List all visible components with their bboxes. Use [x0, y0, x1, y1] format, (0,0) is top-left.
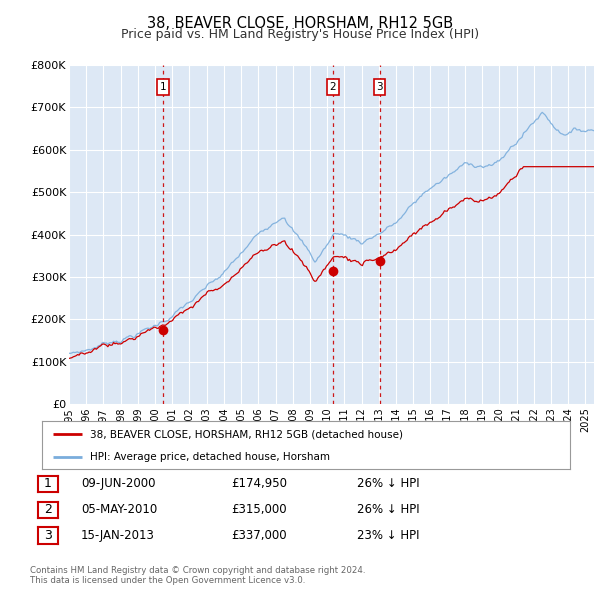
Text: 2: 2 [44, 503, 52, 516]
Text: £315,000: £315,000 [231, 503, 287, 516]
Text: 1: 1 [160, 82, 166, 92]
Text: 3: 3 [44, 529, 52, 542]
Text: 2: 2 [330, 82, 337, 92]
Text: Price paid vs. HM Land Registry's House Price Index (HPI): Price paid vs. HM Land Registry's House … [121, 28, 479, 41]
Text: 26% ↓ HPI: 26% ↓ HPI [357, 503, 419, 516]
Text: 09-JUN-2000: 09-JUN-2000 [81, 477, 155, 490]
Text: 23% ↓ HPI: 23% ↓ HPI [357, 529, 419, 542]
Text: £174,950: £174,950 [231, 477, 287, 490]
Text: 26% ↓ HPI: 26% ↓ HPI [357, 477, 419, 490]
Text: 38, BEAVER CLOSE, HORSHAM, RH12 5GB: 38, BEAVER CLOSE, HORSHAM, RH12 5GB [147, 16, 453, 31]
Text: Contains HM Land Registry data © Crown copyright and database right 2024.
This d: Contains HM Land Registry data © Crown c… [30, 566, 365, 585]
Text: £337,000: £337,000 [231, 529, 287, 542]
Text: 38, BEAVER CLOSE, HORSHAM, RH12 5GB (detached house): 38, BEAVER CLOSE, HORSHAM, RH12 5GB (det… [89, 429, 403, 439]
Text: 3: 3 [376, 82, 383, 92]
Text: 05-MAY-2010: 05-MAY-2010 [81, 503, 157, 516]
Text: HPI: Average price, detached house, Horsham: HPI: Average price, detached house, Hors… [89, 452, 329, 462]
Text: 1: 1 [44, 477, 52, 490]
Text: 15-JAN-2013: 15-JAN-2013 [81, 529, 155, 542]
